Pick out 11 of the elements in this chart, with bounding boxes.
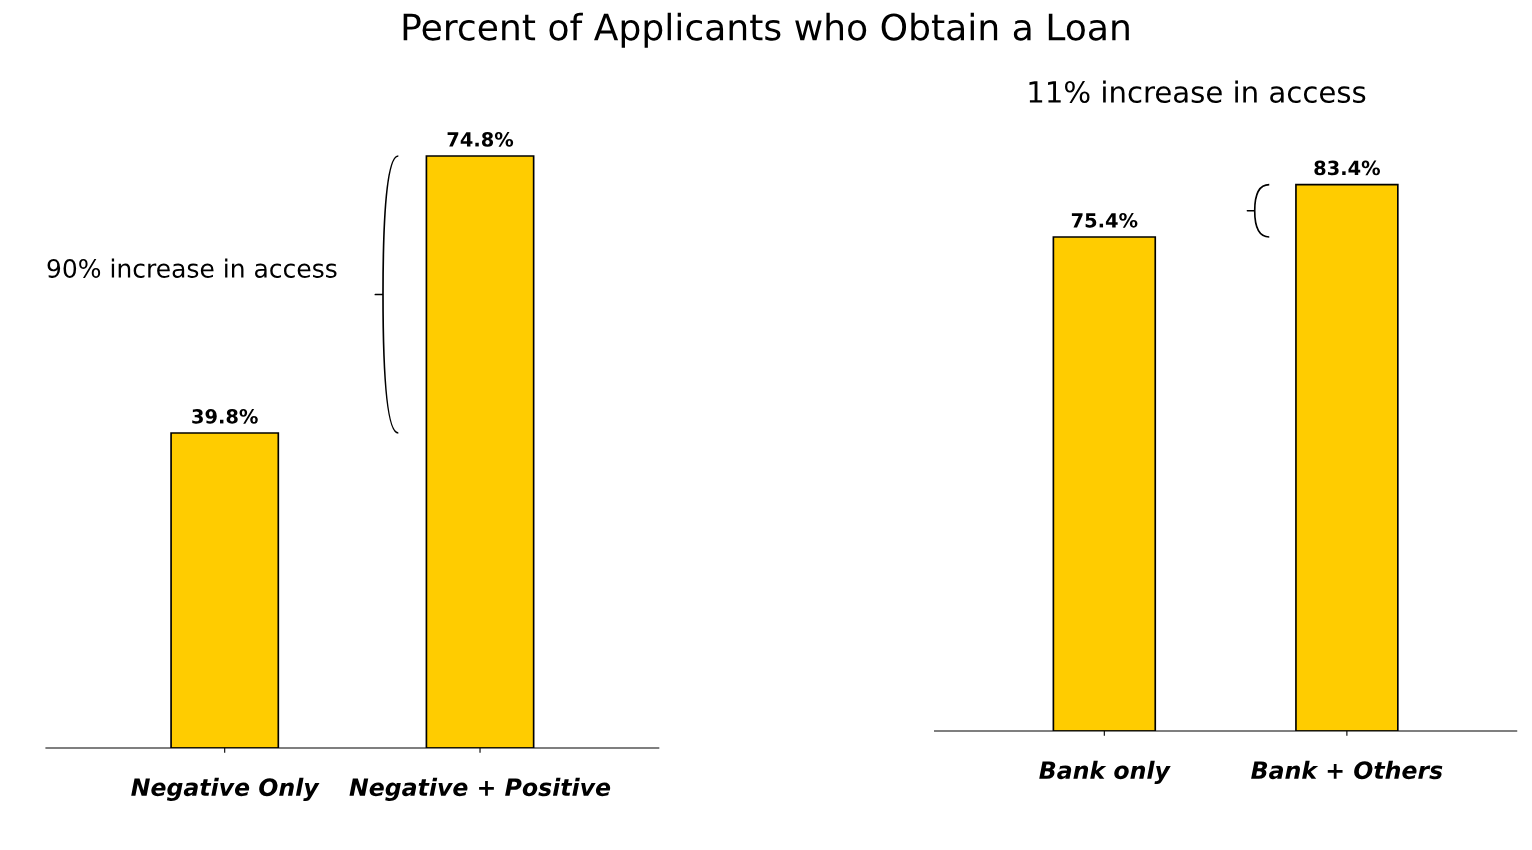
x-tick-label: Bank + Others — [1251, 760, 1443, 780]
text: Percent of Applicants who Obtain a Loan — [403, 12, 1129, 48]
data-label: 83.4% — [1314, 160, 1380, 176]
text: 11% increase in access — [1029, 80, 1366, 103]
x-tick-label: Negative Only — [131, 777, 320, 801]
data-label: 75.4% — [1071, 212, 1138, 228]
annotation: 90% increase in access — [47, 258, 337, 278]
x-tick-label: Bank only — [1039, 760, 1171, 784]
data-label: 39.8% — [192, 408, 258, 424]
data-label: 74.8% — [447, 132, 514, 147]
x-tick-label: Negative + Positive — [349, 777, 611, 801]
